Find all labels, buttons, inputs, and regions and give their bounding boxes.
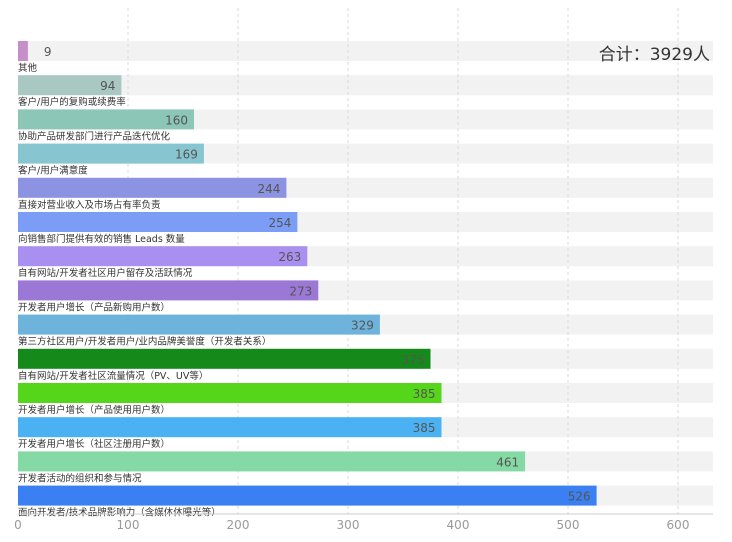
bar-value-label: 273 bbox=[289, 284, 312, 298]
category-label: 客户/用户满意度 bbox=[18, 165, 88, 177]
bar bbox=[18, 41, 28, 61]
bar bbox=[18, 417, 442, 438]
bar-value-label: 375 bbox=[402, 353, 425, 367]
bar-value-label: 254 bbox=[268, 216, 291, 230]
bar-value-label: 169 bbox=[175, 148, 198, 162]
bar bbox=[18, 177, 287, 198]
category-label: 自有网站/开发者社区用户留存及活跃情况 bbox=[18, 267, 193, 279]
x-tick-label: 600 bbox=[667, 518, 690, 532]
bar-value-label: 526 bbox=[568, 490, 591, 504]
bar-track bbox=[18, 75, 713, 96]
category-label: 开发者用户增长（社区注册用户数） bbox=[18, 438, 170, 450]
x-tick-label: 300 bbox=[337, 518, 360, 532]
category-label: 直接对营业收入及市场占有率负责 bbox=[18, 199, 161, 211]
bar-value-label: 329 bbox=[351, 319, 374, 333]
x-tick-label: 400 bbox=[447, 518, 470, 532]
bar bbox=[18, 212, 298, 232]
x-tick-label: 200 bbox=[227, 518, 250, 532]
bar bbox=[18, 280, 319, 301]
bar-value-label: 244 bbox=[257, 182, 280, 196]
category-label: 协助产品研发部门进行产品迭代优化 bbox=[18, 130, 171, 142]
bar bbox=[18, 451, 526, 472]
category-label: 第三方社区用户/开发者用户/业内品牌美誉度（开发者关系） bbox=[18, 336, 271, 348]
x-tick-label: 100 bbox=[117, 518, 140, 532]
category-label: 自有网站/开发者社区流量情况（PV、UV等） bbox=[18, 370, 208, 382]
category-label: 向销售部门提供有效的销售 Leads 数量 bbox=[18, 233, 185, 245]
x-tick-label: 500 bbox=[557, 518, 580, 532]
bar bbox=[18, 75, 122, 96]
bar-track bbox=[18, 41, 713, 61]
bar bbox=[18, 485, 597, 506]
x-tick-label: 0 bbox=[14, 518, 22, 532]
bar bbox=[18, 314, 380, 335]
bar-value-label: 385 bbox=[413, 421, 436, 435]
bar-value-label: 9 bbox=[44, 45, 52, 59]
category-label: 开发者用户增长（产品新购用户数） bbox=[18, 301, 170, 313]
bar-value-label: 385 bbox=[413, 387, 436, 401]
category-label: 开发者活动的组织和参与情况 bbox=[18, 472, 142, 484]
bar bbox=[18, 109, 194, 130]
bar bbox=[18, 143, 204, 164]
bar-value-label: 461 bbox=[496, 455, 519, 469]
bar bbox=[18, 246, 308, 267]
category-label: 其他 bbox=[18, 62, 38, 74]
category-label: 面向开发者/技术品牌影响力（含媒体体曝光等） bbox=[18, 507, 221, 519]
category-label: 开发者用户增长（产品使用用户数） bbox=[18, 404, 170, 416]
total-label: 合计：3929人 bbox=[598, 45, 710, 65]
bar-value-label: 160 bbox=[165, 113, 188, 127]
bar bbox=[18, 348, 431, 369]
bar-value-label: 94 bbox=[100, 79, 115, 93]
category-label: 客户/用户的复购或续费率 bbox=[18, 96, 126, 108]
bar bbox=[18, 383, 442, 403]
bar-value-label: 263 bbox=[278, 250, 301, 264]
